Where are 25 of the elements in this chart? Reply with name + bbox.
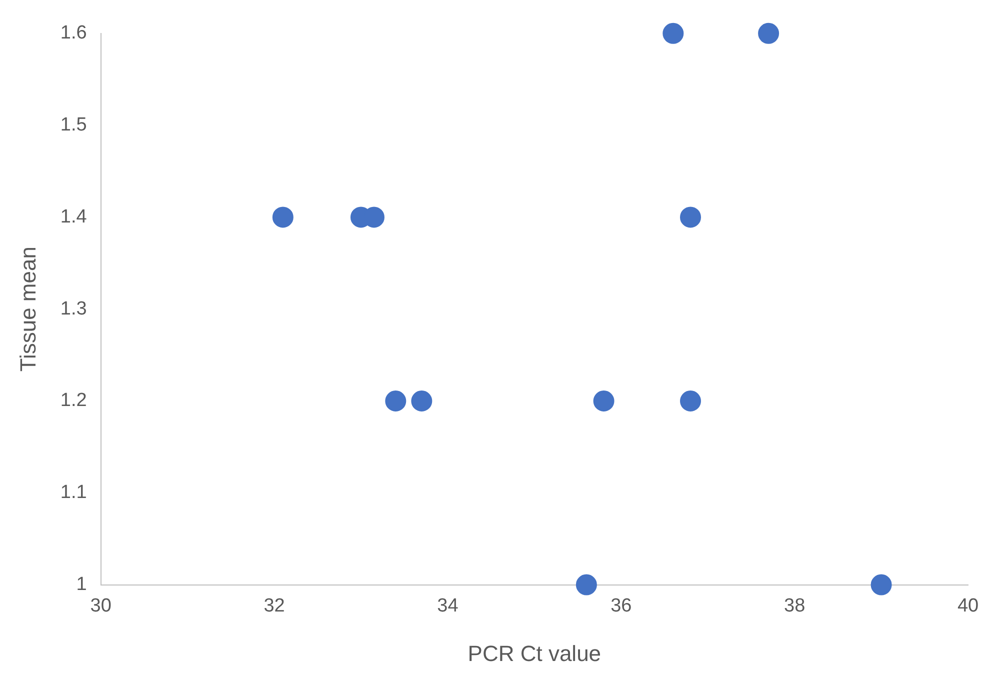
x-tick-label: 36 — [610, 595, 632, 616]
point — [662, 22, 684, 44]
point — [680, 206, 701, 228]
x-tick-label: 34 — [437, 595, 459, 616]
x-axis-title: PCR Ct value — [468, 640, 602, 666]
y-tick-label: 1.3 — [60, 298, 87, 320]
y-tick-label: 1 — [76, 574, 87, 596]
point — [870, 574, 892, 596]
point — [411, 390, 432, 412]
point — [593, 390, 614, 412]
point — [576, 574, 597, 596]
point — [758, 22, 780, 44]
y-tick-label: 1.1 — [60, 482, 87, 504]
x-tick-label: 32 — [264, 595, 285, 616]
y-tick-label: 1.6 — [60, 22, 87, 44]
x-tick-label: 30 — [90, 595, 112, 616]
point — [385, 390, 406, 412]
y-tick-label: 1.2 — [60, 390, 87, 412]
x-tick-label: 40 — [957, 595, 979, 616]
x-tick-label: 38 — [784, 595, 806, 616]
point — [680, 390, 701, 412]
y-axis-title: Tissue mean — [15, 246, 40, 372]
y-tick-label: 1.4 — [60, 206, 88, 228]
point — [272, 206, 294, 228]
y-tick-label: 1.5 — [60, 114, 87, 136]
